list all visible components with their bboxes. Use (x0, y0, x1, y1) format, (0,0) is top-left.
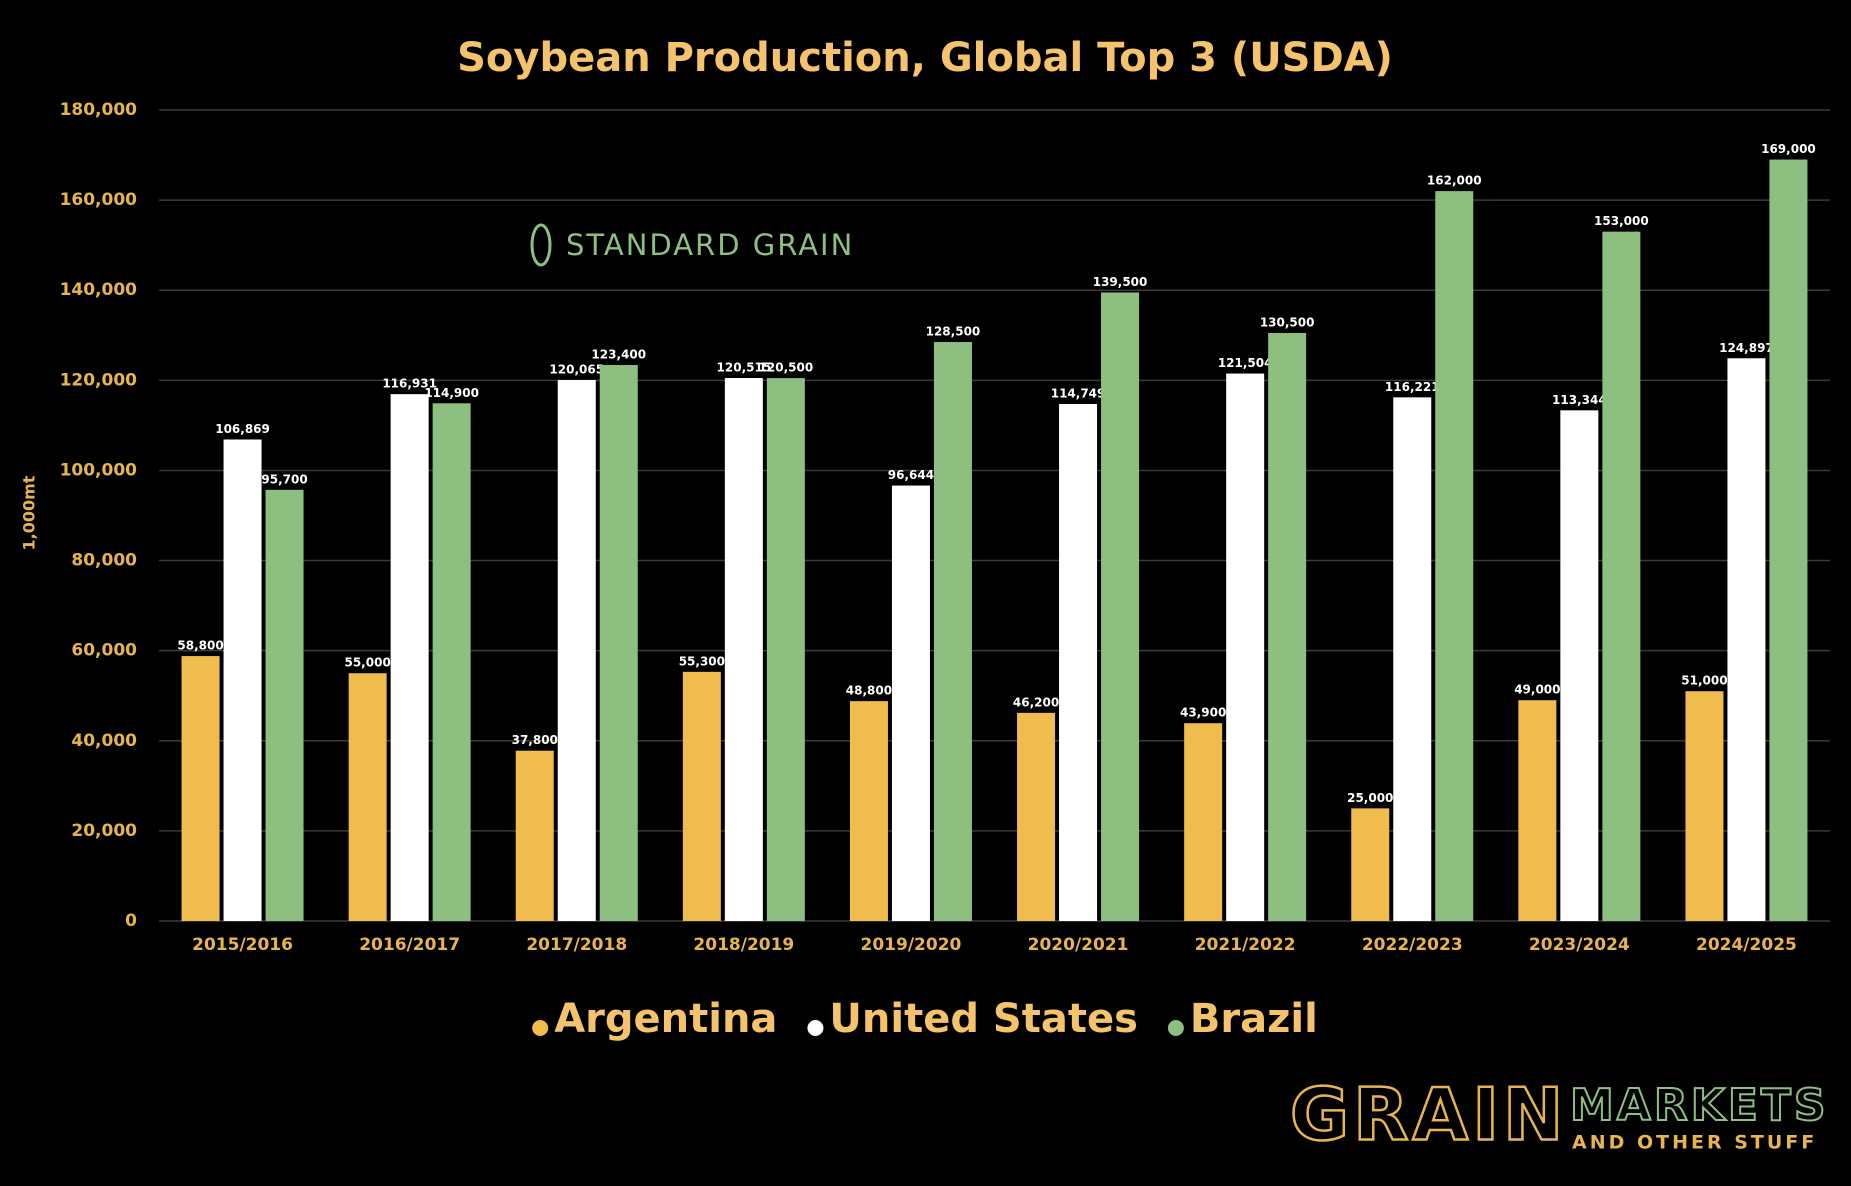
bar (933, 342, 972, 921)
legend-marker (1167, 1020, 1184, 1036)
value-label: 128,500 (926, 325, 981, 339)
x-tick-label: 2018/2019 (693, 935, 794, 955)
value-label: 106,869 (215, 422, 270, 436)
y-tick-label: 40,000 (71, 731, 137, 751)
bar (181, 656, 220, 921)
value-label: 120,065 (549, 363, 604, 377)
bar (390, 394, 429, 921)
y-tick-label: 0 (125, 911, 137, 931)
bar (1101, 292, 1140, 922)
x-tick-label: 2017/2018 (526, 935, 627, 955)
y-tick-label: 180,000 (60, 100, 138, 120)
watermark-logo: STANDARD GRAIN (530, 223, 854, 267)
y-tick-label: 80,000 (71, 551, 137, 571)
bar (1351, 808, 1390, 921)
legend-label: Brazil (1190, 996, 1318, 1042)
bar (223, 439, 262, 921)
value-label: 121,504 (1218, 356, 1273, 370)
bar (348, 673, 387, 921)
legend-marker (532, 1020, 549, 1036)
bar (1059, 403, 1098, 921)
bar (1518, 700, 1557, 921)
bar (1435, 191, 1474, 922)
value-label: 95,700 (261, 472, 307, 486)
legend-label: Argentina (554, 996, 777, 1042)
bar (1184, 723, 1223, 921)
value-label: 153,000 (1594, 214, 1649, 228)
value-label: 49,000 (1514, 683, 1560, 697)
bar (1560, 410, 1599, 921)
x-tick-label: 2020/2021 (1028, 935, 1129, 955)
value-label: 169,000 (1761, 142, 1816, 156)
value-label: 37,800 (512, 733, 558, 747)
value-label: 96,644 (888, 468, 934, 482)
value-label: 55,000 (344, 656, 390, 670)
value-label: 25,000 (1347, 791, 1393, 805)
bar (557, 380, 596, 921)
legend-label: United States (829, 996, 1137, 1042)
value-label: 124,897 (1719, 341, 1774, 355)
x-tick-label: 2016/2017 (359, 935, 460, 955)
value-label: 51,000 (1681, 674, 1727, 688)
y-axis-label: 1,000mt (20, 475, 39, 550)
bar (515, 750, 554, 921)
bar (891, 485, 930, 921)
y-tick-label: 120,000 (60, 370, 138, 390)
y-tick-label: 60,000 (71, 641, 137, 661)
value-label: 43,900 (1180, 706, 1226, 720)
y-tick-label: 140,000 (60, 280, 138, 300)
value-label: 113,344 (1552, 393, 1607, 407)
legend-marker (807, 1020, 824, 1036)
value-label: 120,515 (717, 361, 772, 375)
value-label: 114,900 (424, 386, 479, 400)
value-label: 162,000 (1427, 174, 1482, 188)
logo-tagline: AND OTHER STUFF (1572, 1132, 1817, 1154)
x-tick-label: 2023/2024 (1529, 935, 1630, 955)
x-tick-label: 2024/2025 (1696, 935, 1797, 955)
bar (849, 701, 888, 921)
watermark: STANDARD GRAIN (566, 228, 854, 262)
bar (265, 489, 304, 921)
value-label: 116,931 (382, 377, 437, 391)
value-label: 114,749 (1051, 386, 1106, 400)
x-tick-label: 2022/2023 (1362, 935, 1463, 955)
value-label: 55,300 (679, 654, 725, 668)
value-label: 48,800 (846, 684, 892, 698)
bar (1685, 691, 1724, 921)
value-label: 46,200 (1013, 695, 1059, 709)
chart-title: Soybean Production, Global Top 3 (USDA) (457, 35, 1393, 81)
logo-name: GRAIN (1290, 1073, 1567, 1157)
y-tick-label: 160,000 (60, 190, 138, 210)
x-tick-label: 2021/2022 (1195, 935, 1296, 955)
bar (1602, 231, 1641, 921)
bar (1017, 712, 1056, 921)
bar (724, 378, 763, 922)
bar (432, 403, 471, 922)
bar (682, 671, 721, 921)
bar (1226, 373, 1265, 921)
y-tick-label: 20,000 (71, 821, 137, 841)
y-tick-label: 100,000 (60, 460, 138, 480)
value-label: 139,500 (1093, 275, 1148, 289)
value-label: 130,500 (1260, 316, 1315, 330)
brand-logo: GRAIN MARKETS AND OTHER STUFF (1289, 1071, 1829, 1158)
x-tick-label: 2015/2016 (192, 935, 293, 955)
corn-icon (530, 223, 552, 267)
bar (599, 365, 638, 922)
value-label: 123,400 (591, 348, 646, 362)
bar (1393, 397, 1432, 921)
x-tick-label: 2019/2020 (861, 935, 962, 955)
bar (1268, 333, 1307, 921)
bar (766, 378, 805, 921)
value-label: 58,800 (177, 639, 223, 653)
value-label: 120,500 (759, 361, 814, 375)
bar (1727, 358, 1766, 921)
logo-second: MARKETS (1570, 1080, 1829, 1131)
value-label: 116,221 (1385, 380, 1440, 394)
bar (1769, 159, 1808, 922)
